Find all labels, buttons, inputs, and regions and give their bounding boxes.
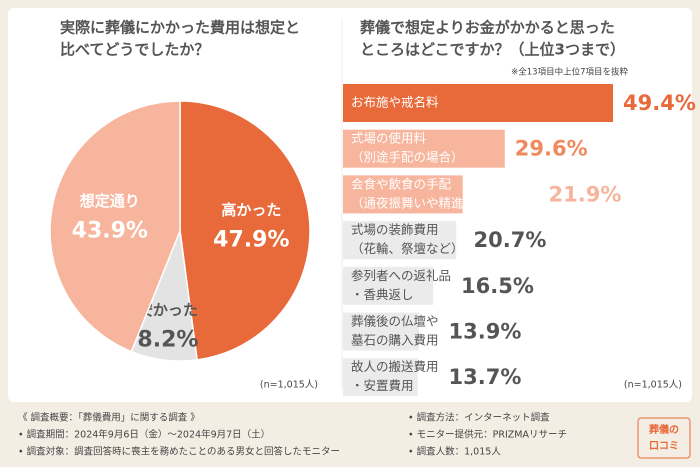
bar-category: 葬儀後の仏壇や [351, 314, 439, 329]
chart-title: ところはどこですか？（上位3つまで） [360, 41, 625, 59]
chart-title: 葬儀で想定よりお金がかかると思った [360, 19, 615, 37]
value-label: 29.6% [515, 137, 588, 161]
subtitle: ※全13項目中上位7項目を抜粋 [511, 67, 628, 78]
bar [343, 358, 418, 397]
footer-text: 《 調査概要：「葬儀費用」に関する調査 》 [18, 412, 200, 424]
bar [343, 129, 505, 168]
value-label: 16.5% [461, 274, 534, 298]
footer-text: • モニター提供元：PRIZMAリサーチ [408, 429, 567, 441]
value-label: 21.9% [549, 182, 622, 206]
bar-category: ・安置費用 [351, 378, 414, 393]
value-label: 43.9% [72, 218, 148, 243]
bar-category: 式場の装飾費用 [351, 222, 439, 237]
value-label: 49.4% [623, 91, 696, 115]
note: (n=1,015人) [260, 380, 318, 391]
value-label: 20.7% [474, 228, 547, 252]
bar-category: （花輪、祭壇など） [351, 241, 464, 256]
slice-label: 安かった [138, 301, 198, 319]
logo-text: 口コミ [649, 440, 679, 452]
bar [343, 266, 434, 305]
bar [343, 221, 457, 260]
chart-title: 比べてどうでしたか？ [60, 41, 209, 59]
bar-category: 会食や飲食の手配 [351, 176, 452, 191]
bar [343, 312, 419, 351]
value-label: 47.9% [213, 227, 289, 252]
note: (n=1,015人) [624, 380, 682, 391]
value-label: 13.9% [449, 320, 522, 344]
logo-text: 葬儀の [649, 423, 679, 436]
bar-category: 式場の使用料 [351, 131, 427, 146]
pie-slice [179, 100, 311, 361]
footer-text: • 調査対象：調査回答時に喪主を務めたことのある男女と回答したモニター [18, 446, 340, 458]
value-label: 13.7% [449, 365, 522, 389]
bar-category: ・香典返し [351, 287, 414, 302]
slice-label: 高かった [221, 201, 281, 219]
bar-category: 墓石の購入費用 [351, 333, 439, 348]
bar [343, 175, 463, 214]
bar-category: （通夜振舞いや精進落としなど） [351, 195, 539, 210]
bar [343, 84, 613, 122]
value-label: 8.2% [137, 327, 198, 352]
bar-category: お布施や戒名料 [351, 95, 439, 110]
slice-label: 想定通り [79, 192, 140, 210]
footer-text: • 調査期間：2024年9月6日（金）～2024年9月7日（土） [18, 429, 270, 441]
footer-text: • 調査方法：インターネット調査 [408, 412, 550, 424]
pie-slice [49, 100, 181, 353]
logo-box [637, 417, 691, 459]
footer-text: • 調査人数：1,015人 [408, 446, 501, 458]
bar-category: 参列者への返礼品 [351, 268, 451, 283]
chart-title: 実際に葬儀にかかった費用は想定と [60, 19, 300, 37]
bar-category: （別途手配の場合） [351, 150, 464, 165]
bar-category: 故人の搬送費用 [351, 359, 439, 374]
